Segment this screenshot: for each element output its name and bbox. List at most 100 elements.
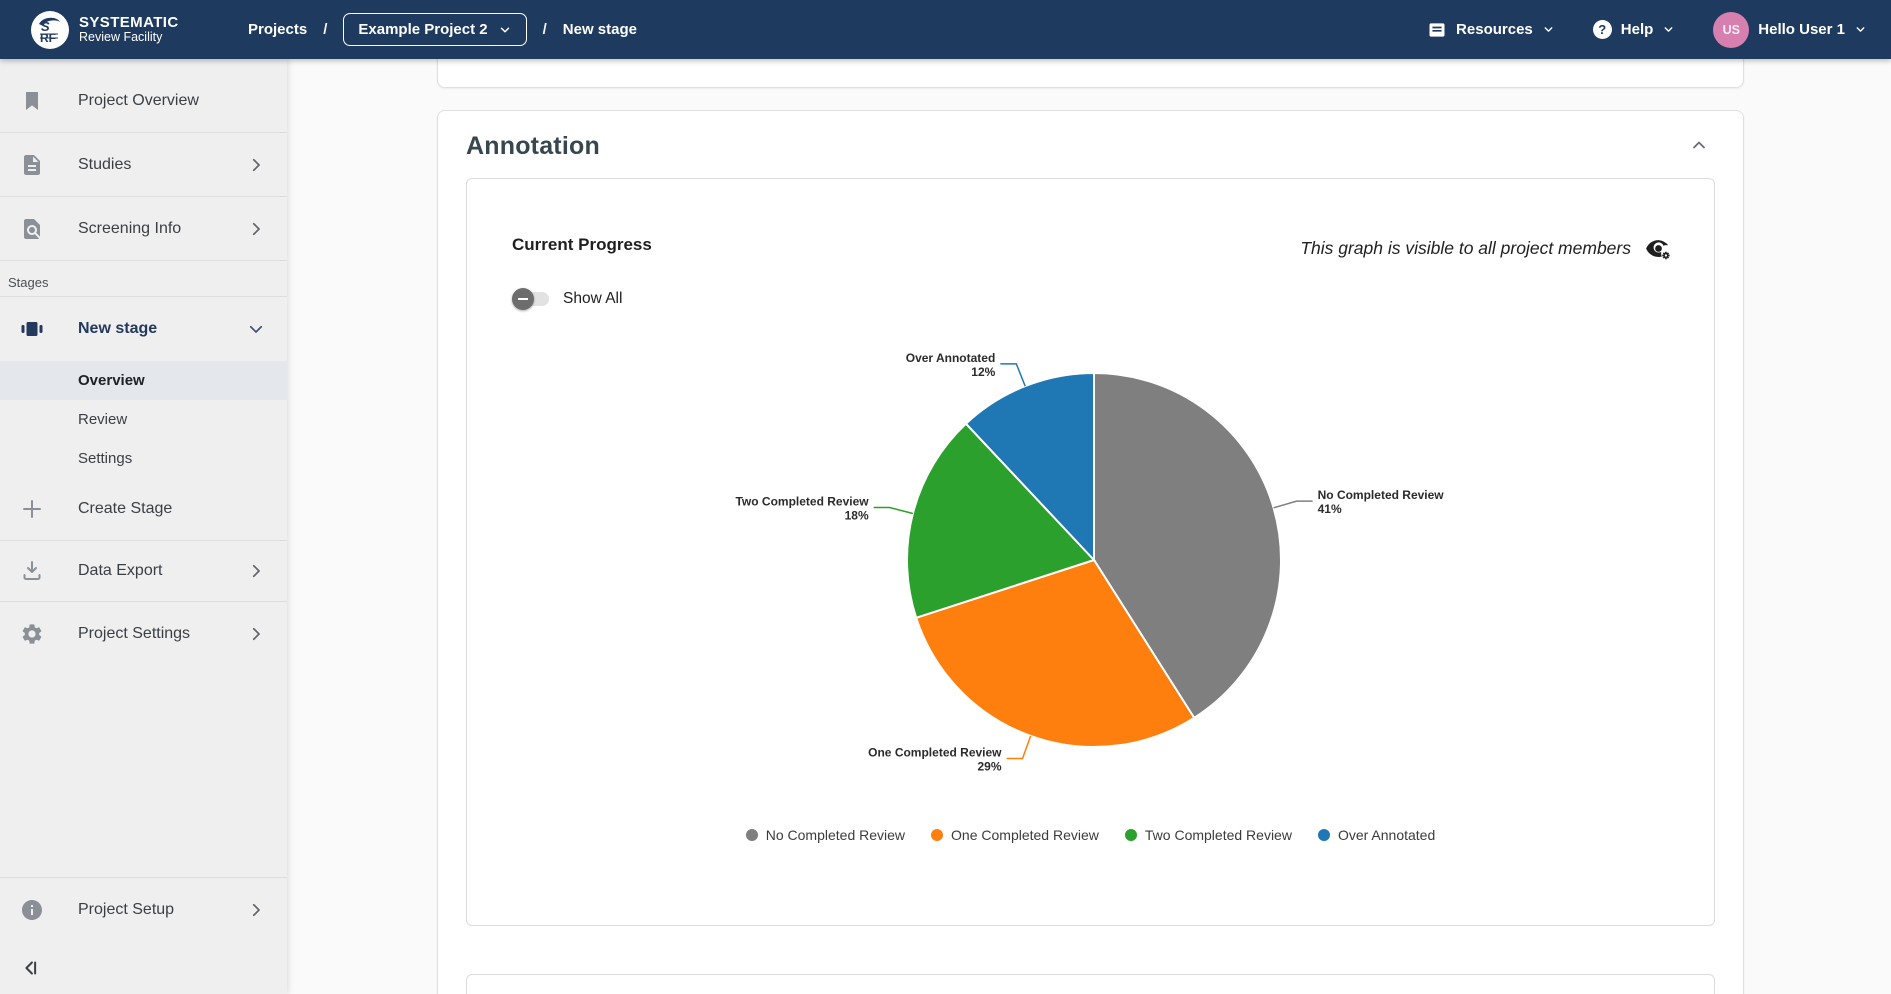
divider xyxy=(0,540,287,541)
chevron-right-icon xyxy=(252,158,260,171)
sidebar-item-create-stage[interactable]: Create Stage xyxy=(0,478,287,540)
breadcrumb-projects-link[interactable]: Projects xyxy=(248,21,308,38)
divider xyxy=(0,260,287,261)
navbar-right: Resources ? Help US Hello User 1 xyxy=(1427,11,1867,48)
show-all-toggle[interactable] xyxy=(512,287,552,311)
pie-slice[interactable] xyxy=(1093,371,1282,720)
chevron-down-icon xyxy=(1854,23,1867,36)
sidebar-item-project-settings[interactable]: Project Settings xyxy=(0,602,287,666)
resources-menu[interactable]: Resources xyxy=(1427,20,1555,40)
sidebar-subitem-label: Settings xyxy=(78,450,133,467)
help-menu[interactable]: ? Help xyxy=(1592,20,1676,39)
divider xyxy=(0,132,287,133)
stages-section-label: Stages xyxy=(8,275,49,290)
sidebar-item-label: Project Settings xyxy=(78,625,191,642)
breadcrumb-separator: / xyxy=(323,21,328,38)
chart-title: Current Progress xyxy=(512,235,652,254)
next-chart-card-partial xyxy=(466,974,1715,994)
section-title: Annotation xyxy=(466,132,600,160)
help-icon: ? xyxy=(1592,20,1612,39)
sidebar-item-label: Studies xyxy=(78,155,132,173)
collapse-sidebar-icon[interactable] xyxy=(20,957,42,979)
gear-icon xyxy=(22,624,42,644)
sidebar-item-label: Project Setup xyxy=(78,901,175,918)
syrf-logo-icon: S RF xyxy=(31,10,69,49)
sidebar-item-screening-info[interactable]: Screening Info xyxy=(0,197,287,260)
pie-leader-line xyxy=(1000,363,1026,387)
pie-slice[interactable] xyxy=(906,422,1096,620)
sidebar-item-project-overview[interactable]: Project Overview xyxy=(0,69,287,132)
chevron-right-icon xyxy=(252,222,260,235)
sidebar-item-data-export[interactable]: Data Export xyxy=(0,541,287,601)
legend-label: One Completed Review xyxy=(951,827,1099,843)
chevron-right-icon xyxy=(252,627,260,641)
annotation-section-card: Annotation Current Progress This graph i… xyxy=(437,110,1744,994)
collapse-section-button[interactable] xyxy=(1685,131,1713,162)
sidebar-item-label: New stage xyxy=(78,320,158,337)
brand-line-1: SYSTEMATIC xyxy=(79,14,179,32)
breadcrumb: Projects / Example Project 2 / New stage xyxy=(248,13,637,46)
pie-label-name: One Completed Review xyxy=(868,746,1002,760)
sidebar-item-label: Screening Info xyxy=(78,219,182,237)
chevron-right-icon xyxy=(252,903,260,917)
legend-item[interactable]: No Completed Review xyxy=(745,827,906,843)
project-selector-label: Example Project 2 xyxy=(358,21,488,38)
pie-label-name: Two Completed Review xyxy=(735,495,869,509)
visibility-settings-icon[interactable] xyxy=(1645,235,1672,262)
pie-label-percent: 18% xyxy=(845,509,869,523)
sidebar-item-label: Create Stage xyxy=(78,500,173,517)
previous-section-card-partial xyxy=(437,59,1744,88)
visibility-note: This graph is visible to all project mem… xyxy=(1300,238,1631,258)
brand-text: SYSTEMATIC Review Facility xyxy=(79,15,179,44)
sidebar-item-studies[interactable]: Studies xyxy=(0,133,287,196)
gear-icon xyxy=(1662,251,1670,260)
top-navbar: S RF SYSTEMATIC Review Facility Projects… xyxy=(0,0,1891,59)
user-menu[interactable]: US Hello User 1 xyxy=(1713,11,1867,48)
pie-label-name: No Completed Review xyxy=(1318,488,1445,502)
legend-label: Over Annotated xyxy=(1337,827,1436,843)
pie-slice[interactable] xyxy=(964,371,1095,563)
pie-label-percent: 12% xyxy=(971,365,995,379)
pie-leader-line xyxy=(1006,735,1032,760)
chevron-right-icon xyxy=(252,564,260,578)
help-label: Help xyxy=(1620,21,1654,38)
legend-label: No Completed Review xyxy=(765,827,906,843)
chevron-down-icon xyxy=(1542,23,1555,36)
legend-item[interactable]: One Completed Review xyxy=(931,827,1099,843)
sidebar-subitem-overview[interactable]: Overview xyxy=(0,361,287,400)
legend-dot-icon xyxy=(1317,829,1330,841)
pie-label-percent: 41% xyxy=(1318,502,1342,516)
svg-text:S: S xyxy=(41,19,50,34)
legend-dot-icon xyxy=(745,829,758,841)
pie-label-percent: 29% xyxy=(977,760,1001,774)
chevron-down-icon xyxy=(498,23,512,37)
sidebar-subitem-review[interactable]: Review xyxy=(0,400,287,439)
main-content: Annotation Current Progress This graph i… xyxy=(287,59,1891,994)
app-brand[interactable]: S RF SYSTEMATIC Review Facility xyxy=(30,10,196,50)
document-icon xyxy=(24,154,40,175)
breadcrumb-separator: / xyxy=(542,21,547,38)
stage-icon xyxy=(21,322,43,336)
chevron-up-icon xyxy=(1693,141,1705,149)
user-greeting: Hello User 1 xyxy=(1758,21,1845,38)
sidebar-subitem-settings[interactable]: Settings xyxy=(0,439,287,478)
pie-leader-line xyxy=(873,506,914,515)
resources-icon xyxy=(1429,22,1445,37)
project-selector-button[interactable]: Example Project 2 xyxy=(343,13,527,46)
show-all-label: Show All xyxy=(563,290,623,307)
divider xyxy=(0,877,287,878)
divider xyxy=(0,196,287,197)
sidebar-subitem-label: Overview xyxy=(78,372,145,389)
plus-icon xyxy=(23,500,41,518)
brand-line-2: Review Facility xyxy=(79,29,163,44)
pie-label-name: Over Annotated xyxy=(906,351,996,365)
pie-leader-line xyxy=(1273,500,1313,509)
legend-item[interactable]: Two Completed Review xyxy=(1124,827,1292,843)
sidebar-item-project-setup[interactable]: Project Setup xyxy=(0,878,287,942)
legend-item[interactable]: Over Annotated xyxy=(1317,827,1436,843)
chevron-down-icon xyxy=(249,325,263,333)
sidebar-item-new-stage[interactable]: New stage xyxy=(0,297,287,361)
sidebar-item-label: Project Overview xyxy=(78,91,199,109)
chart-legend: No Completed Review One Completed Review T… xyxy=(467,827,1714,843)
